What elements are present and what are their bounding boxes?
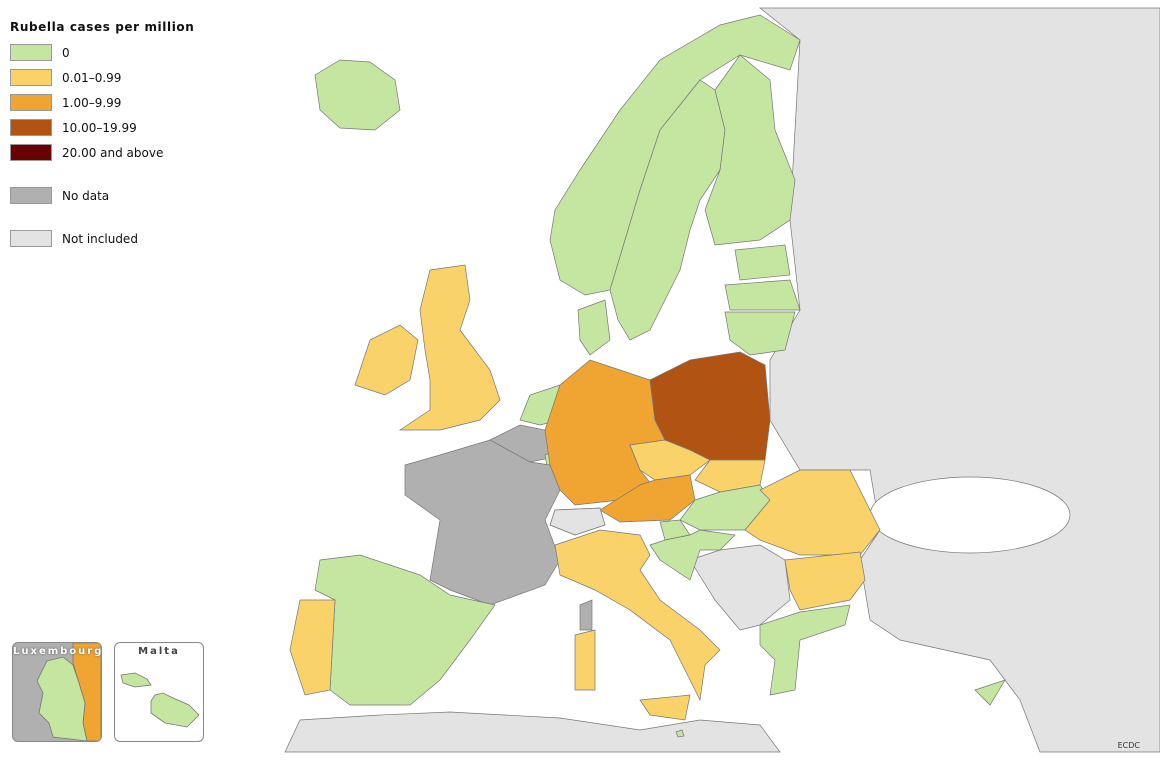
country-lithuania (724, 311, 796, 356)
legend-swatch (10, 119, 52, 136)
country-norway (549, 14, 801, 296)
malta-inset-title: Malta (138, 646, 180, 657)
country-italy-island (639, 694, 691, 721)
country-italy-island (574, 629, 596, 691)
gozo-shape (120, 672, 152, 688)
legend-swatch (10, 230, 52, 247)
north-africa (284, 711, 781, 753)
country-ireland (354, 324, 419, 396)
legend-title: Rubella cases per million (10, 20, 195, 34)
legend: Rubella cases per million 0 0.01–0.99 1.00… (10, 20, 194, 251)
country-romania (744, 469, 881, 556)
country-italy (554, 529, 721, 702)
legend-swatch (10, 69, 52, 86)
country-greece (759, 604, 851, 696)
luxembourg-shape (36, 656, 88, 741)
country-finland (704, 54, 796, 246)
country-sweden (609, 79, 726, 341)
legend-item: 0.01–0.99 (10, 65, 194, 90)
legend-swatch (10, 44, 52, 61)
country-estonia (734, 244, 791, 281)
country-united-kingdom (398, 264, 501, 431)
legend-item: Not included (10, 226, 194, 251)
legend-swatch (10, 94, 52, 111)
legend-swatch (10, 144, 52, 161)
credit: ECDC (1117, 741, 1140, 750)
country-austria (599, 474, 696, 523)
legend-item: No data (10, 183, 194, 208)
legend-item: 20.00 and above (10, 140, 194, 165)
western-balkans (689, 544, 791, 631)
country-portugal (289, 599, 336, 696)
legend-label: 1.00–9.99 (62, 95, 122, 110)
legend-label: 0.01–0.99 (62, 70, 122, 85)
legend-item: 0 (10, 40, 194, 65)
country-bulgaria (784, 551, 866, 611)
luxembourg-inset-title: Luxembourg (13, 646, 102, 657)
black-sea (869, 476, 1071, 554)
luxembourg-inset: Luxembourg (12, 642, 102, 742)
country-malta (675, 729, 685, 738)
country-denmark (577, 299, 611, 356)
country-france-island (579, 599, 593, 631)
legend-label: Not included (62, 231, 138, 246)
legend-item: 1.00–9.99 (10, 90, 194, 115)
legend-label: No data (62, 188, 110, 203)
country-iceland (314, 59, 401, 131)
non-included-east (759, 7, 1160, 753)
legend-swatch (10, 187, 52, 204)
legend-label: 20.00 and above (62, 145, 164, 160)
legend-item: 10.00–19.99 (10, 115, 194, 140)
country-switzerland (549, 507, 606, 536)
country-latvia (724, 279, 801, 311)
malta-inset: Malta (114, 642, 204, 742)
malta-shape (150, 692, 200, 728)
country-croatia (649, 529, 736, 581)
legend-label: 0 (62, 45, 70, 60)
country-czechia (629, 439, 711, 481)
country-cyprus (974, 679, 1006, 706)
legend-label: 10.00–19.99 (62, 120, 137, 135)
